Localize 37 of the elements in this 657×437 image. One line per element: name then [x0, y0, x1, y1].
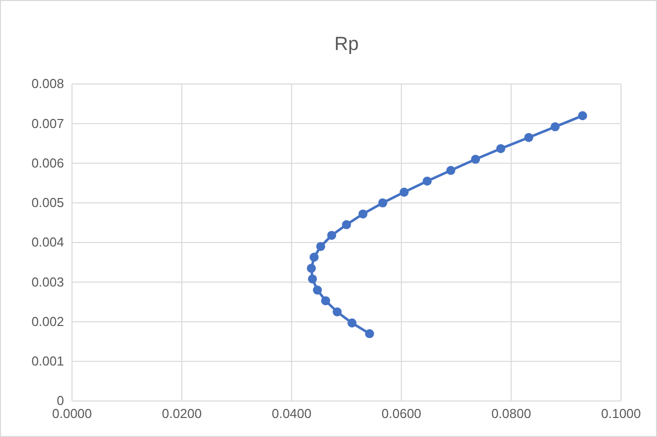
x-tick-label: 0.0800: [491, 406, 532, 422]
point: [308, 274, 317, 284]
x-tick-label: 0.0400: [272, 406, 312, 422]
x-tick-label: 0.0000: [52, 406, 92, 422]
point: [378, 198, 388, 208]
point: [310, 252, 319, 262]
point: [365, 329, 374, 338]
y-tick-label: 0.008: [31, 76, 64, 92]
point: [347, 318, 357, 328]
point: [358, 209, 368, 218]
x-tick-label: 0.0200: [162, 406, 202, 422]
point: [578, 111, 588, 120]
point: [400, 188, 409, 197]
y-tick-label: 0.003: [31, 274, 64, 290]
x-tick-label: 0.0600: [382, 406, 422, 422]
y-tick-label: 0.005: [31, 195, 64, 210]
point: [550, 122, 560, 132]
point: [342, 220, 352, 230]
y-tick-label: 0.001: [31, 354, 64, 369]
y-tick-label: 0.004: [31, 234, 64, 250]
chart-title: Rp: [334, 34, 359, 55]
point: [422, 176, 432, 186]
point: [312, 286, 322, 295]
point: [332, 307, 342, 316]
y-tick-label: 0.006: [31, 155, 64, 170]
point: [471, 154, 480, 164]
y-tick-label: 0.002: [31, 314, 64, 329]
y-tick-label: 0.007: [31, 116, 64, 131]
x-tick-label: 0.1000: [601, 406, 641, 422]
point: [327, 230, 336, 240]
point: [306, 264, 316, 273]
point: [446, 166, 456, 175]
point: [524, 132, 534, 142]
point: [321, 296, 330, 306]
point: [316, 242, 326, 251]
point: [496, 144, 506, 154]
y-tick-label: 0: [56, 393, 64, 408]
